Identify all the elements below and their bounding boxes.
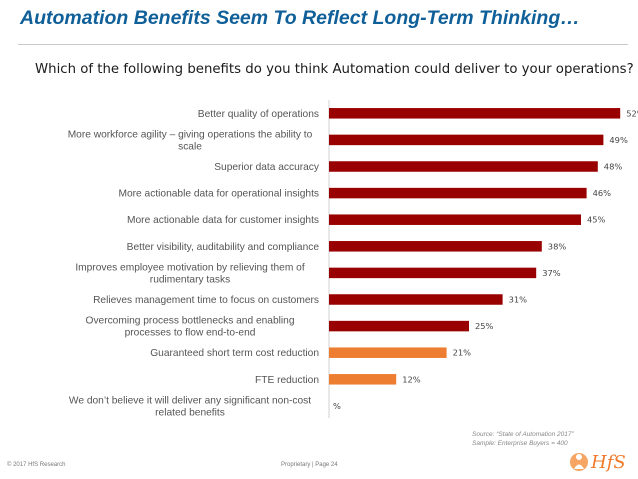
category-label: Relieves management time to focus on cus…	[93, 295, 319, 306]
page-number: Proprietary | Page 24	[281, 462, 338, 468]
title-divider	[18, 44, 628, 45]
bar	[329, 187, 587, 199]
value-label: 37%	[542, 268, 561, 278]
bar	[329, 134, 604, 146]
logo-text: HfS	[590, 452, 626, 473]
value-label: 12%	[402, 374, 421, 384]
category-label: More actionable data for operational ins…	[119, 189, 319, 200]
category-label: Better visibility, auditability and comp…	[127, 242, 320, 253]
category-label: Overcoming process bottlenecks and enabl…	[86, 316, 295, 339]
value-label: 46%	[593, 188, 612, 198]
category-label: More workforce agility – giving operatio…	[68, 129, 313, 152]
copyright-text: © 2017 HfS Research	[7, 462, 66, 468]
value-label: 25%	[475, 321, 494, 331]
hfs-logo: HfS	[570, 452, 626, 473]
value-label: %	[333, 401, 341, 411]
bar	[329, 161, 598, 172]
source-note: Source: “State of Automation 2017” Sampl…	[472, 431, 574, 448]
value-label: 38%	[548, 241, 567, 251]
category-label: Better quality of operations	[198, 109, 319, 120]
bar	[329, 347, 447, 358]
source-line: Source: “State of Automation 2017”	[472, 431, 574, 438]
bar	[329, 374, 397, 385]
benefits-bar-chart: 52% Better quality of operations 49% More w…	[68, 100, 638, 418]
value-label: 48%	[604, 162, 623, 172]
bar	[329, 214, 581, 225]
page-subtitle: Which of the following benefits do you t…	[35, 62, 634, 77]
bar	[329, 108, 621, 119]
value-label: 21%	[453, 348, 472, 358]
category-label: More actionable data for customer insigh…	[127, 215, 319, 226]
logo-figure-icon	[570, 453, 588, 471]
sample-line: Sample: Enterprise Buyers = 400	[472, 439, 568, 447]
value-label: 45%	[587, 215, 606, 225]
bar	[329, 320, 469, 332]
value-label: 49%	[609, 135, 628, 145]
value-label: 31%	[509, 295, 528, 305]
category-label: FTE reduction	[255, 375, 319, 386]
bar	[329, 241, 542, 252]
category-label: Guaranteed short term cost reduction	[150, 348, 319, 359]
category-label: We don’t believe it will deliver any sig…	[69, 395, 311, 418]
bar	[329, 267, 537, 279]
category-label: Improves employee motivation by relievin…	[75, 262, 304, 285]
category-label: Superior data accuracy	[214, 162, 320, 173]
page-title: Automation Benefits Seem To Reflect Long…	[20, 7, 580, 29]
value-label: 52%	[626, 108, 638, 118]
bar	[329, 294, 503, 305]
